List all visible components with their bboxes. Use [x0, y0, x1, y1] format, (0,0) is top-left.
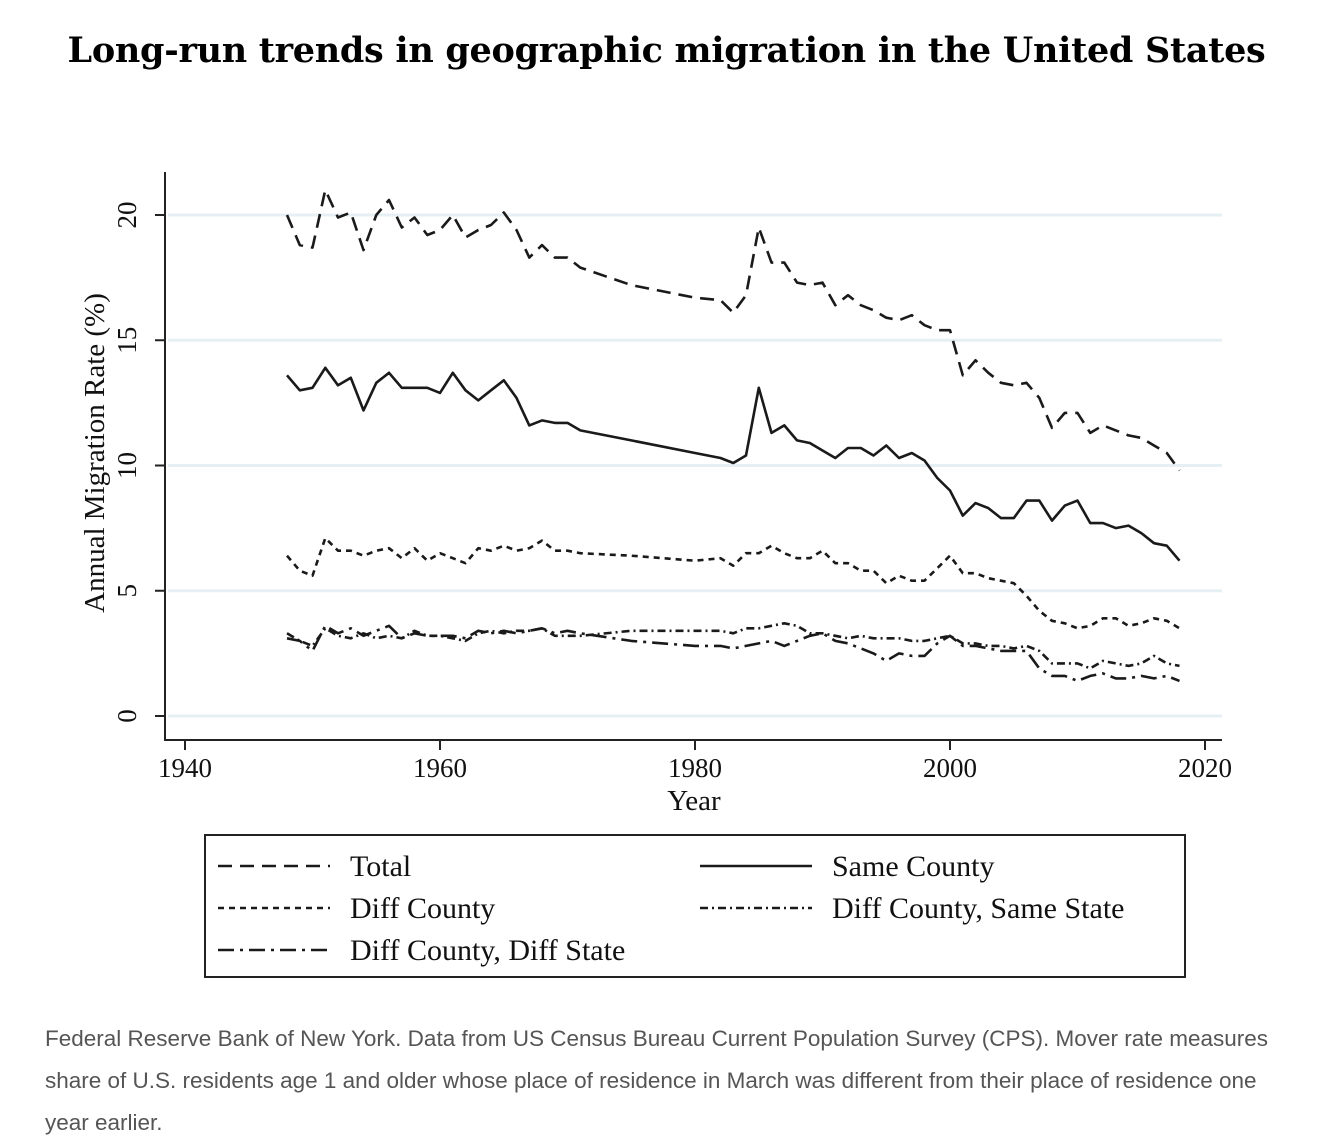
y-axis-label: Annual Migration Rate (%) [79, 293, 111, 613]
axes: 0 5 10 15 20 1940 1960 1980 2000 2020 [112, 172, 1232, 783]
series-line-same-county [286, 366, 1181, 562]
y-tick-label: 15 [112, 327, 142, 354]
chart-title: Long-run trends in geographic migration … [67, 30, 1266, 71]
legend-label: Same County [832, 850, 995, 883]
legend: Total Same County Diff County Diff County, … [204, 834, 1186, 978]
line-chart: 0 5 10 15 20 1940 1960 1980 2000 2020 Year Annual… [79, 172, 1232, 978]
legend-label: Diff County, Diff State [350, 934, 625, 967]
series-lines [285, 188, 1181, 683]
x-tick-label: 1940 [158, 753, 212, 783]
y-tick-label: 10 [112, 452, 142, 479]
series-line-diff-county-same-state [286, 621, 1180, 670]
gridlines [168, 213, 1222, 718]
series-line-diff-county-diff-state [286, 624, 1180, 683]
chart-caption: Federal Reserve Bank of New York. Data f… [45, 1026, 1269, 1135]
y-tick-label: 0 [112, 709, 142, 723]
y-tick-label: 20 [112, 202, 142, 229]
series-line-total [285, 188, 1181, 472]
y-tick-label: 5 [112, 584, 142, 598]
x-tick-label: 2020 [1178, 753, 1232, 783]
series-line-diff-county [286, 536, 1181, 630]
x-axis-label: Year [667, 785, 721, 817]
x-tick-label: 2000 [923, 753, 977, 783]
legend-label: Diff County, Same State [832, 892, 1124, 925]
legend-box [204, 834, 1186, 978]
x-tick-label: 1980 [668, 753, 722, 783]
legend-label: Diff County [350, 892, 495, 925]
x-tick-label: 1960 [413, 753, 467, 783]
legend-label: Total [350, 850, 411, 883]
